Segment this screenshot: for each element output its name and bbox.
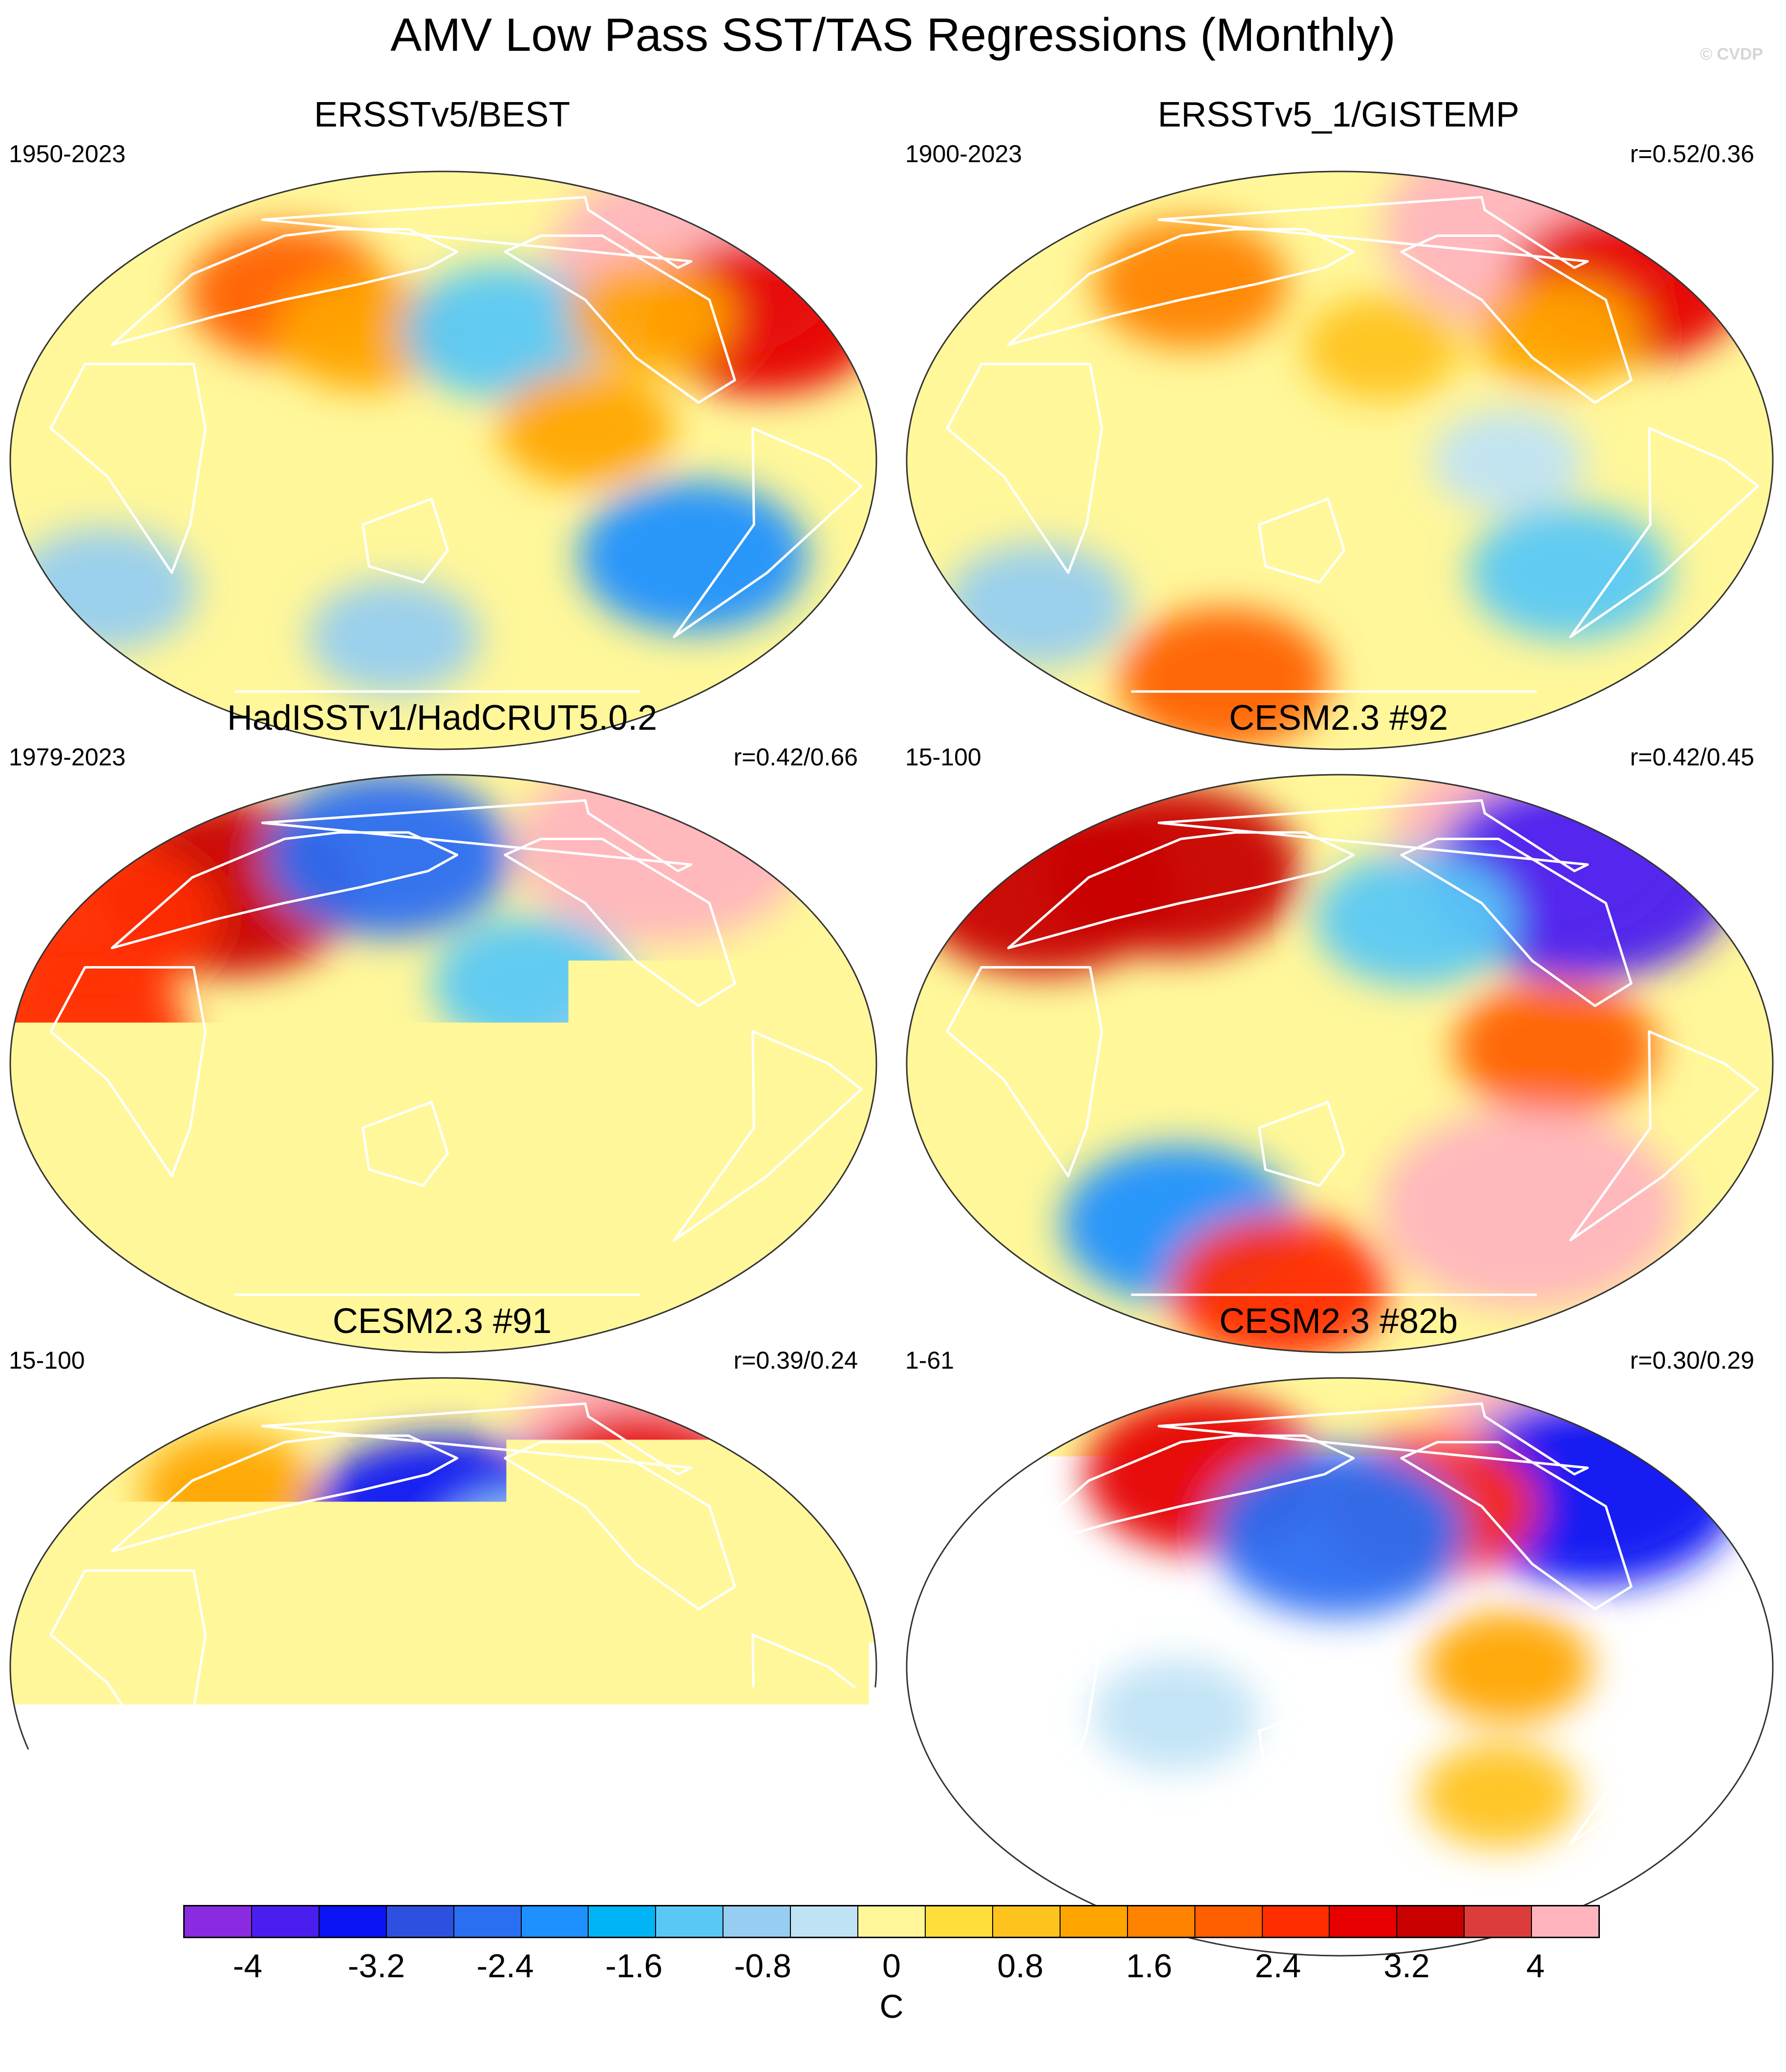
map-plot <box>7 1375 879 1959</box>
anomaly-blob-southern-ocean <box>251 1167 423 1281</box>
colorbar-swatch <box>791 1906 858 1937</box>
colorbar-swatch <box>1128 1906 1195 1937</box>
panel-correlation: r=0.30/0.29 <box>1630 1346 1754 1375</box>
panel-title: ERSSTv5/BEST <box>0 93 884 137</box>
panel-period: 15-100 <box>9 1346 85 1375</box>
panel-correlation: r=0.42/0.45 <box>1630 742 1754 772</box>
colorbar-swatch <box>858 1906 926 1937</box>
anomaly-blob-north-pacific <box>1314 852 1516 987</box>
colorbar-swatch <box>252 1906 319 1937</box>
colorbar-swatch <box>1263 1906 1330 1937</box>
colorbar-swatch <box>185 1906 252 1937</box>
colorbar-tick-label: 0 <box>882 1946 901 1986</box>
panel-hadisstv1-hadcrut5: HadISSTv1/HadCRUT5.0.2 1979-2023 r=0.42/… <box>0 696 884 1360</box>
anomaly-blob-kuroshio <box>1212 1447 1467 1617</box>
anomaly-blob-southeast-pacific <box>1468 506 1671 640</box>
anomaly-blob-tropical-pacific <box>1425 1611 1592 1723</box>
panel-period: 1950-2023 <box>9 139 126 169</box>
map-svg <box>7 169 879 752</box>
map-svg <box>904 1375 1776 1959</box>
anomaly-blob-south-atlantic <box>12 527 196 650</box>
anomaly-blob-tropical-pacific <box>1431 409 1585 512</box>
anomaly-blob-south-pacific <box>1420 1742 1578 1848</box>
panel-period: 1-61 <box>905 1346 954 1375</box>
panel-ersstv5-1-gistemp: ERSSTv5_1/GISTEMP 1900-2023 r=0.52/0.36 <box>896 93 1781 757</box>
anomaly-blob-southeast-pacific <box>1379 1108 1678 1308</box>
map-svg <box>904 169 1776 752</box>
colorbar-swatches <box>183 1905 1600 1938</box>
panel-cesm23-82b: CESM2.3 #82b 1-61 r=0.30/0.29 <box>896 1299 1781 1964</box>
panel-correlation: r=0.52/0.36 <box>1630 139 1754 169</box>
panel-cesm23-92: CESM2.3 #92 15-100 r=0.42/0.45 <box>896 696 1781 1360</box>
anomaly-blob-north-pacific <box>1302 295 1461 401</box>
colorbar-tick-label: -3.2 <box>348 1946 405 1986</box>
panel-period: 1900-2023 <box>905 139 1022 169</box>
anomaly-blob-north-atlantic <box>911 799 1175 975</box>
colorbar-swatch <box>1061 1906 1128 1937</box>
cvdp-watermark: © CVDP <box>1700 45 1763 64</box>
colorbar-swatch <box>926 1906 993 1937</box>
map-plot <box>7 169 879 752</box>
map-svg <box>904 772 1776 1355</box>
panel-title: ERSSTv5_1/GISTEMP <box>896 93 1781 137</box>
colorbar-swatch <box>387 1906 454 1937</box>
colorbar-swatch <box>319 1906 387 1937</box>
colorbar-swatch <box>1397 1906 1465 1937</box>
colorbar-swatch <box>1465 1906 1532 1937</box>
colorbar-tick-label: 1.6 <box>1126 1946 1172 1986</box>
anomaly-blob-tropical-pacific <box>1455 980 1657 1115</box>
map-plot <box>904 1375 1776 1959</box>
anomaly-blob-north-america <box>568 260 735 372</box>
colorbar-swatch <box>656 1906 723 1937</box>
panel-title: CESM2.3 #82b <box>896 1299 1781 1343</box>
figure-title: AMV Low Pass SST/TAS Regressions (Monthl… <box>0 6 1786 64</box>
anomaly-blob-southern-ocean <box>308 580 480 694</box>
panel-title: HadISSTv1/HadCRUT5.0.2 <box>0 696 884 740</box>
map-plot <box>7 772 879 1355</box>
colorbar-swatch <box>522 1906 589 1937</box>
colorbar-tick-label: -2.4 <box>476 1946 533 1986</box>
anomaly-blob-siberia <box>265 773 511 937</box>
panel-title: CESM2.3 #92 <box>896 696 1781 740</box>
colorbar-swatch <box>993 1906 1061 1937</box>
anomaly-blob-indian-ocean <box>1092 1659 1259 1771</box>
colorbar-tick-label: 4 <box>1526 1946 1545 1986</box>
colorbar-swatch <box>723 1906 791 1937</box>
colorbar-swatch <box>1330 1906 1397 1937</box>
colorbar-tick-label: 2.4 <box>1255 1946 1301 1986</box>
colorbar-swatch <box>1195 1906 1263 1937</box>
map-svg <box>7 1375 879 1959</box>
colorbar-tick-label: -1.6 <box>605 1946 662 1986</box>
panel-correlation: r=0.42/0.66 <box>734 742 858 772</box>
colorbar-swatch <box>1532 1906 1598 1937</box>
panel-cesm23-91: CESM2.3 #91 15-100 r=0.39/0.24 <box>0 1299 884 1964</box>
anomaly-blob-tropical-pacific <box>498 370 674 487</box>
panel-title: CESM2.3 #91 <box>0 1299 884 1343</box>
colorbar-swatch <box>589 1906 656 1937</box>
anomaly-blob-europe <box>141 1432 317 1549</box>
panel-period: 1979-2023 <box>9 742 126 772</box>
anomaly-blob-north-america <box>1476 276 1643 388</box>
panel-ersstv5-best: ERSSTv5/BEST 1950-2023 <box>0 93 884 757</box>
map-svg <box>7 772 879 1355</box>
anomaly-blob-south-atlantic <box>945 543 1130 666</box>
colorbar-units: C <box>879 1987 903 2026</box>
map-plot <box>904 169 1776 752</box>
colorbar-tick-label: 3.2 <box>1383 1946 1430 1986</box>
colorbar-tick-label: 0.8 <box>997 1946 1043 1986</box>
map-plot <box>904 772 1776 1355</box>
colorbar-tick-label: -4 <box>233 1946 262 1986</box>
colorbar-tick-label: -0.8 <box>734 1946 791 1986</box>
anomaly-blob-north-pacific <box>435 1493 619 1616</box>
colorbar: -4 -3.2 -2.4 -1.6 -0.8 0 0.8 1.6 2.4 3.2 4 C <box>183 1905 1600 2042</box>
panel-correlation: r=0.39/0.24 <box>734 1346 858 1375</box>
anomaly-blob-south-pacific <box>486 1082 670 1205</box>
colorbar-swatch <box>454 1906 522 1937</box>
panel-period: 15-100 <box>905 742 981 772</box>
